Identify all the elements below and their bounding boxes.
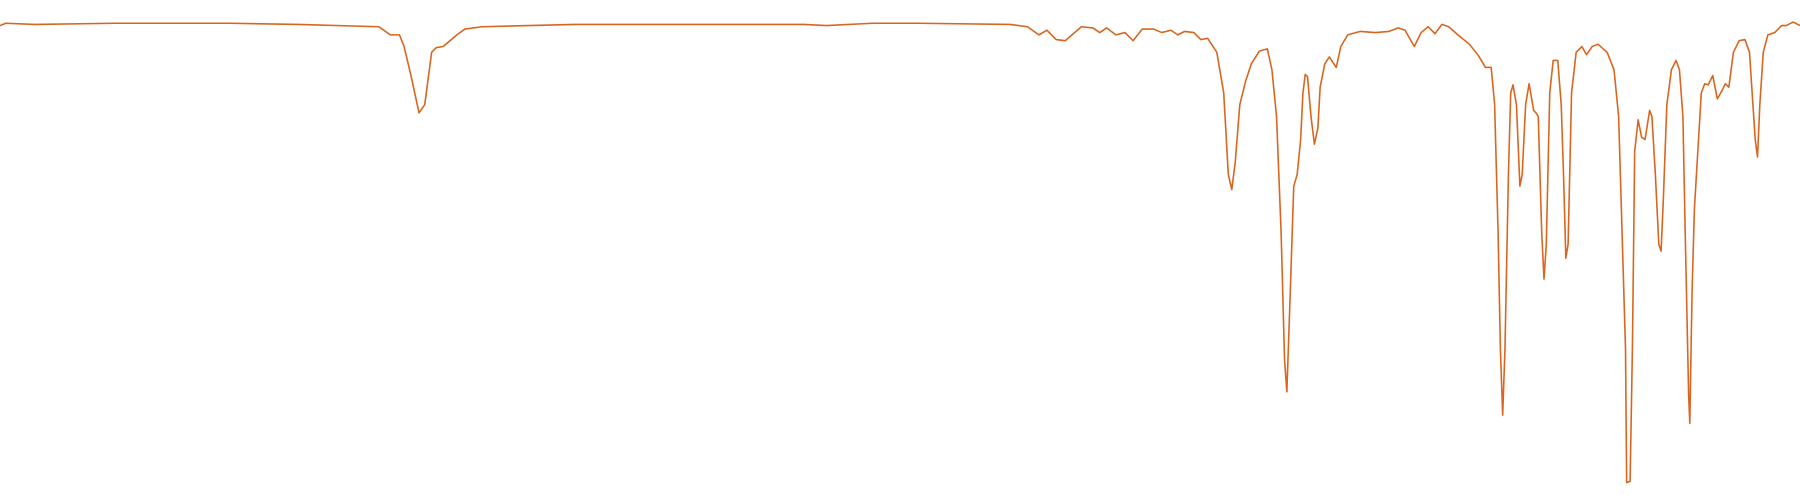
spectrum-line xyxy=(0,21,1800,484)
